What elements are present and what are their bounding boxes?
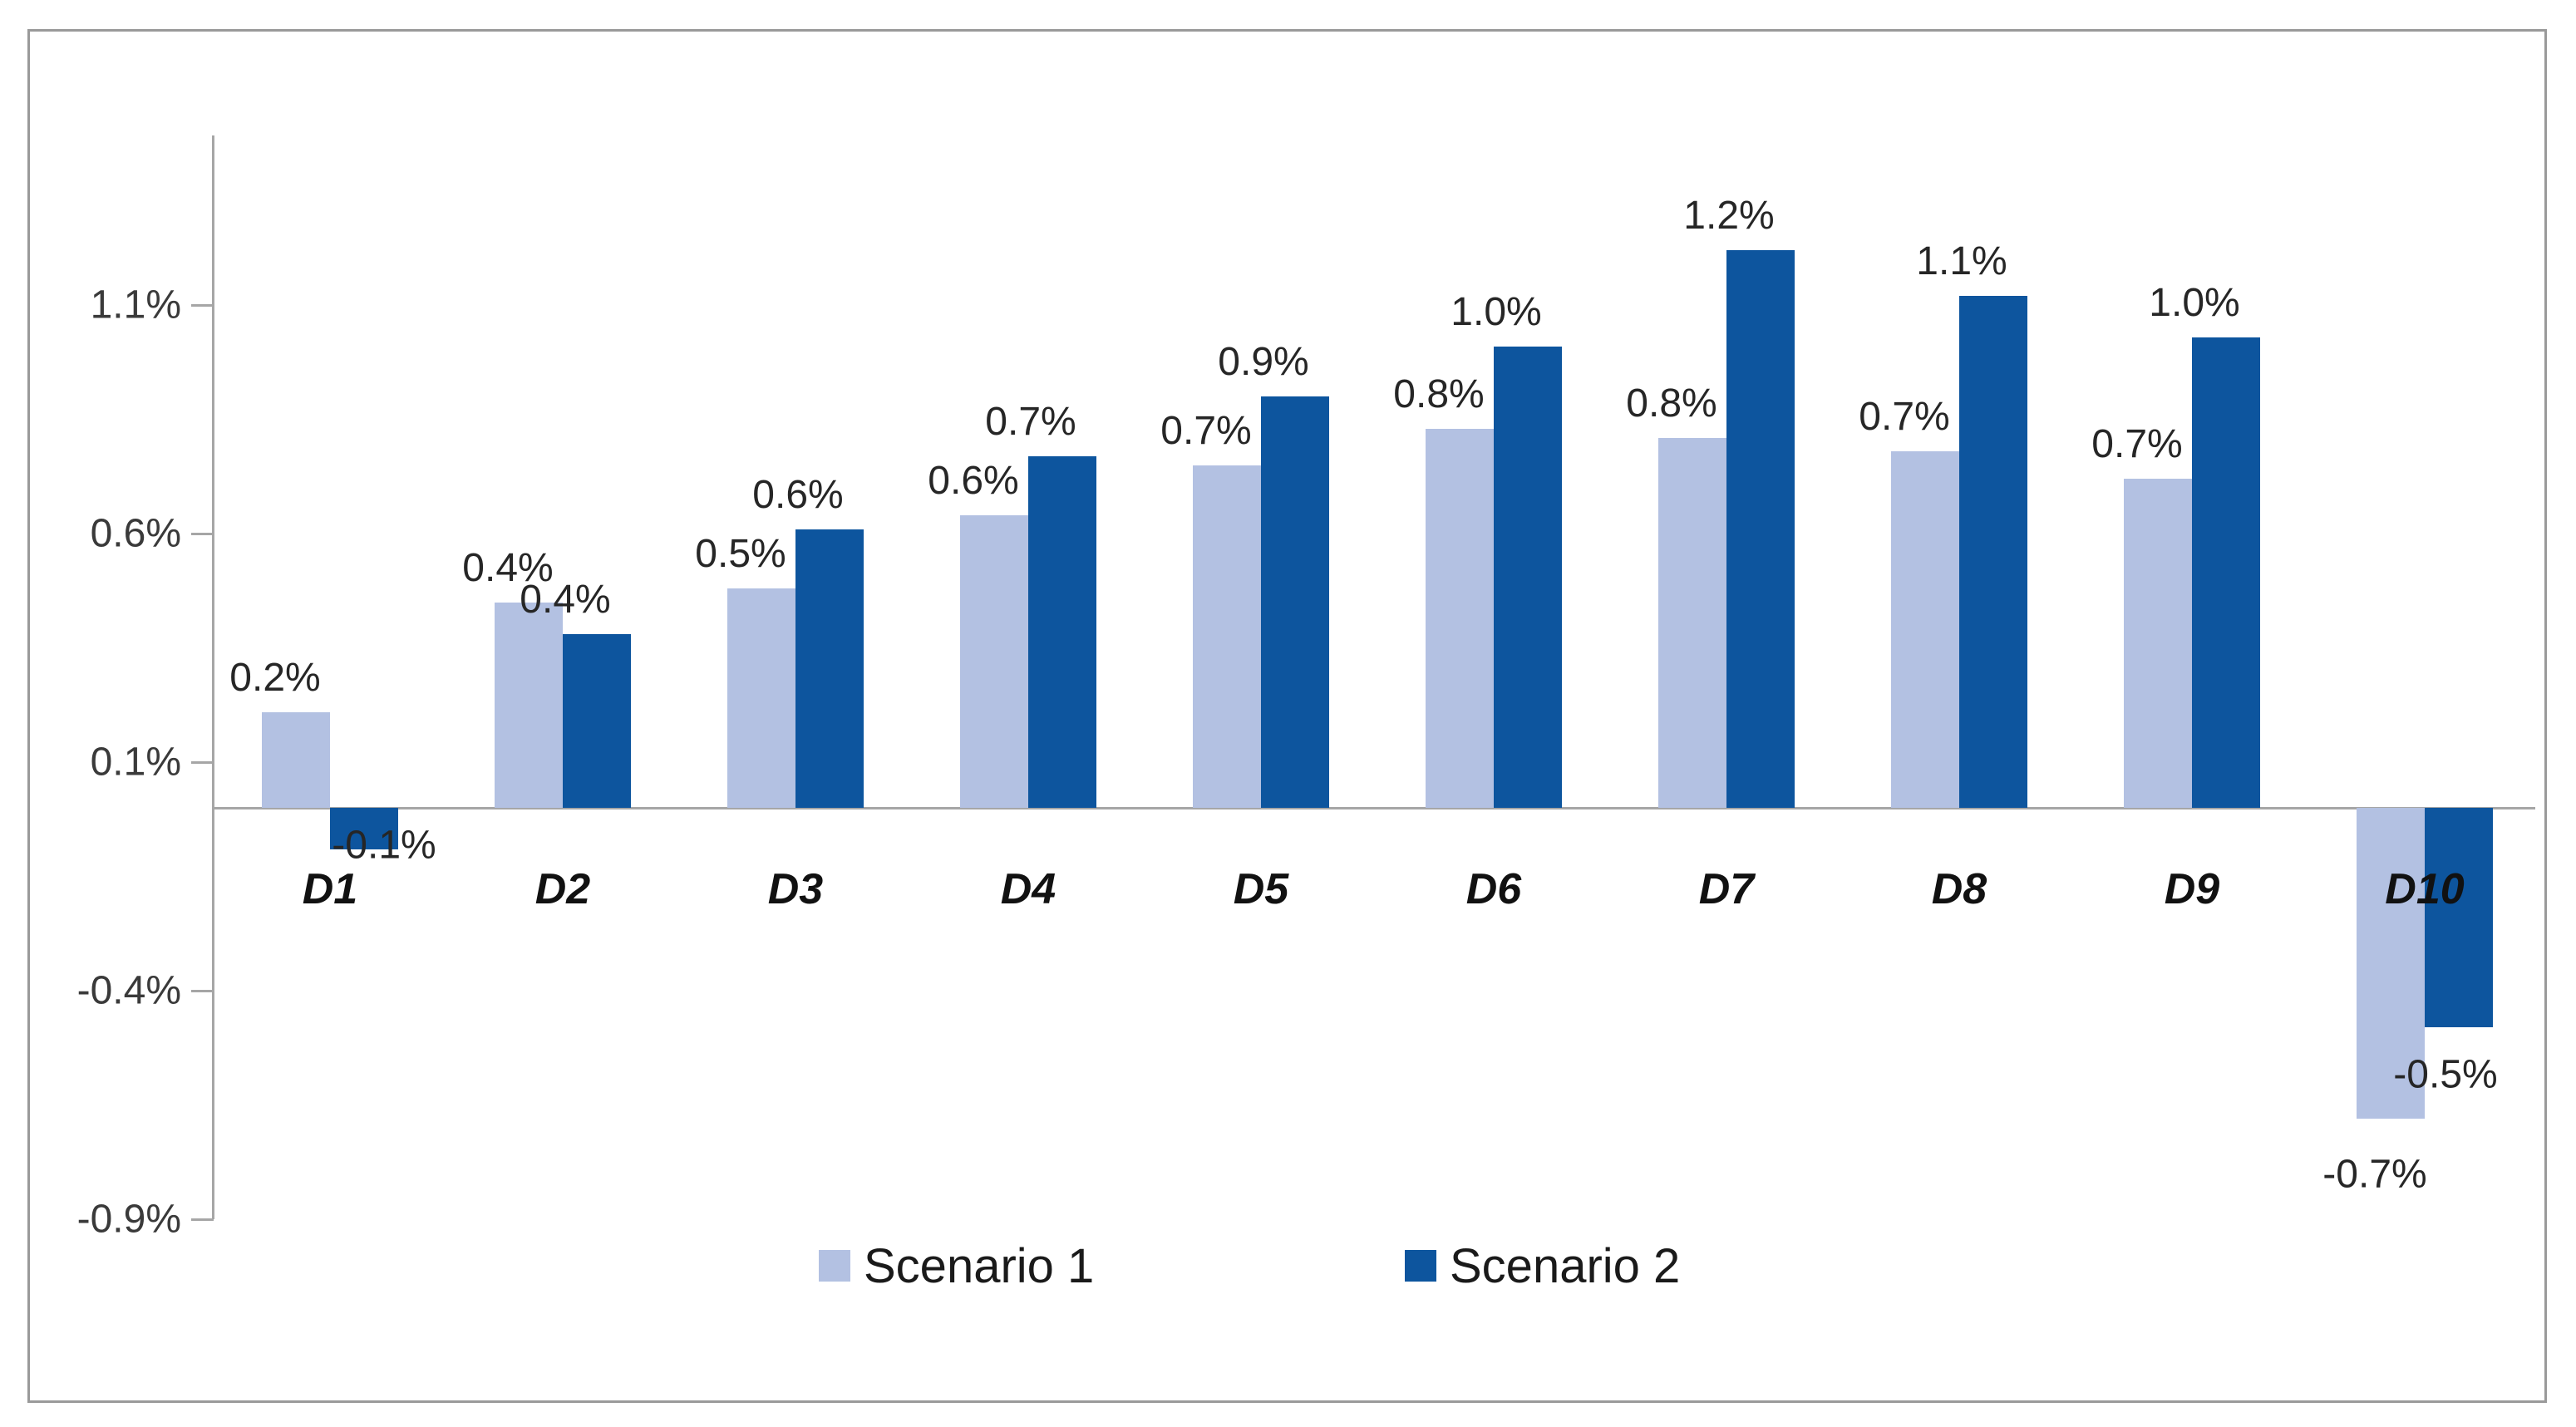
y-axis-tick-label: -0.9% [76,1197,181,1242]
bar-d10-scenario-1 [2357,808,2425,1119]
scenario-1-swatch-icon [819,1250,850,1282]
bar-d3-scenario-1 [727,588,795,808]
data-label: 0.6% [752,472,844,517]
legend-label: Scenario 1 [864,1238,1095,1293]
data-label: 0.4% [462,545,554,590]
y-axis-tick-mark [191,990,214,992]
bar-d10-scenario-2 [2425,808,2493,1027]
category-label-d1: D1 [302,865,358,913]
bar-d1-scenario-2 [330,808,398,849]
scenario-2-swatch-icon [1405,1250,1436,1282]
y-axis-tick-mark [191,761,214,764]
data-label: 1.2% [1683,194,1775,238]
category-label-d6: D6 [1465,865,1522,913]
data-label: 0.9% [1218,340,1309,384]
bar-d9-scenario-1 [2124,479,2192,808]
category-label-d9: D9 [2164,865,2220,913]
y-axis-line [212,135,214,1219]
category-label-d10: D10 [2385,865,2465,913]
legend-item-scenario-1: Scenario 1 [819,1237,1094,1295]
category-label-d3: D3 [767,865,824,913]
bar-d5-scenario-1 [1193,465,1261,808]
x-axis-zero-line [214,807,2535,809]
bar-d8-scenario-1 [1891,451,1959,808]
category-label-d5: D5 [1233,865,1289,913]
bar-d4-scenario-1 [960,515,1028,808]
legend-label: Scenario 2 [1450,1238,1681,1293]
bar-d1-scenario-1 [262,711,330,808]
data-label: 1.0% [1451,289,1542,334]
bar-d6-scenario-1 [1426,428,1494,808]
data-label: 0.7% [1859,395,1950,439]
data-label: 0.7% [1160,408,1252,453]
category-label-d4: D4 [1000,865,1057,913]
data-label: 0.5% [695,532,786,576]
category-label-d7: D7 [1698,865,1755,913]
legend-item-scenario-2: Scenario 2 [1405,1237,1680,1295]
y-axis-tick-mark [191,1218,214,1221]
bar-d8-scenario-2 [1959,296,2027,808]
bar-d3-scenario-2 [795,529,864,808]
y-axis-tick-label: 0.6% [90,511,181,556]
data-label: 0.2% [229,655,321,700]
bar-d7-scenario-1 [1658,437,1726,808]
data-label: -0.1% [332,823,436,868]
bar-d2-scenario-1 [495,602,563,808]
data-label: 0.8% [1626,381,1717,426]
data-label: 0.8% [1393,372,1485,416]
y-axis-tick-label: 1.1% [90,283,181,327]
bar-d7-scenario-2 [1726,250,1795,808]
data-label: 0.7% [985,399,1076,444]
bar-d5-scenario-2 [1261,396,1329,808]
category-label-d2: D2 [534,865,591,913]
y-axis-tick-label: 0.1% [90,740,181,785]
bar-d9-scenario-2 [2192,337,2260,808]
category-label-d8: D8 [1931,865,1987,913]
bar-d6-scenario-2 [1494,346,1562,808]
data-label: 0.6% [928,459,1019,503]
y-axis-tick-mark [191,304,214,307]
data-label: -0.5% [2393,1052,2498,1097]
data-label: 1.1% [1916,239,2007,283]
y-axis-tick-label: -0.4% [76,968,181,1013]
bar-d4-scenario-2 [1028,455,1096,808]
bar-d2-scenario-2 [563,634,631,808]
y-axis-tick-mark [191,533,214,535]
data-label: 0.4% [520,578,611,622]
data-label: 1.0% [2149,280,2240,325]
data-label: 0.7% [2091,422,2183,466]
chart-legend: Scenario 1 Scenario 2 [0,1237,2576,1295]
data-label: -0.7% [2322,1152,2427,1197]
